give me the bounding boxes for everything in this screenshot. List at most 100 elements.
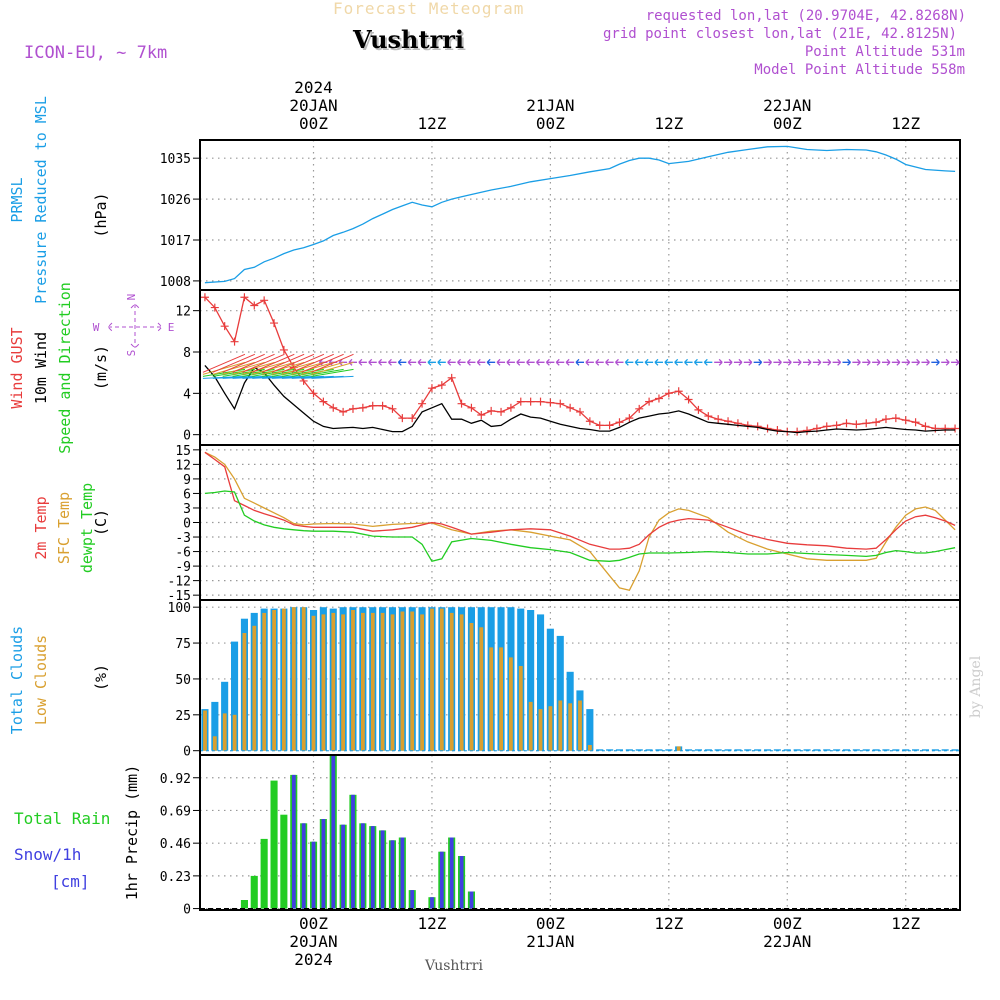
gust-marker [674,387,683,396]
bottom-time-label: 2024 [294,950,333,969]
gust-arrow [232,361,275,375]
footer-location: Vushtrri [425,958,483,974]
gust-marker [595,421,604,430]
y-tick-label: -15 [168,589,191,604]
wind-arrow [822,358,832,366]
y-tick-label: 0.46 [160,837,191,852]
bar [842,749,850,751]
y-tick-label: 0.69 [160,804,191,819]
bar [321,614,326,751]
bar [744,749,752,751]
gust-marker [625,414,634,423]
gust-arrow [271,353,315,373]
bar [291,607,296,751]
wind-arrow [881,358,891,366]
gust-marker [368,401,377,410]
gust-marker [418,399,427,408]
bar [951,749,959,751]
gust-arrow [271,361,315,375]
bar [272,610,276,751]
gust-marker [378,401,387,410]
bar [439,851,444,909]
gust-marker [497,407,506,416]
y-axis-label: (%) [92,664,110,691]
side-label: Total Rain [14,809,110,828]
bar [588,745,592,751]
wind-arrow [812,358,822,366]
bar [260,838,268,909]
gust-marker [536,397,545,406]
panel-precip: 0 0.23 0.46 0.69 0.92 1hr Precip (mm) Total Ra… [14,754,961,918]
gust-marker [881,415,890,424]
gust-marker [872,418,881,427]
bar [764,749,772,751]
bar [655,749,663,751]
top-time-label: 21JAN [526,96,574,115]
wind-arrow [901,358,911,366]
gust-marker [901,416,910,425]
bar [734,749,742,751]
bar [625,749,633,751]
gust-marker [704,412,713,421]
gust-marker [329,403,338,412]
y-tick-label: 0 [183,429,191,444]
gust-arrow [252,353,295,373]
y-tick-label: -9 [175,560,191,575]
bottom-time-label: 00Z [299,914,328,933]
y-tick-label: -3 [175,531,191,546]
gust-marker [842,419,851,428]
gust-marker [941,424,950,433]
gust-marker [694,405,703,414]
bar [635,749,643,751]
wind-arrow [832,358,842,366]
panel-frame [199,754,961,911]
gust-arrow [222,361,265,375]
wind-arrow [684,358,693,366]
bar [902,749,910,751]
y-tick-label: 1026 [160,193,191,208]
y-tick-label: 12 [175,458,191,473]
gust-marker [911,418,920,427]
bar [872,749,880,751]
top-time-label: 00Z [773,114,802,133]
bar [410,890,415,909]
wind-arrow [693,358,703,366]
gust-marker [437,381,446,390]
gust-marker [427,384,436,393]
gust-marker [605,421,614,430]
bar [301,823,306,909]
bottom-time-label: 12Z [417,914,446,933]
gust-marker [526,397,535,406]
side-label: Pressure Reduced to MSL [32,96,50,304]
bar [449,612,454,751]
bar [420,614,424,751]
wind-arrow [466,358,476,366]
y-tick-label: -6 [175,546,191,561]
wind-arrow [585,358,594,366]
gust-arrow [301,353,344,373]
bar [665,749,673,751]
bar [852,749,860,751]
wind-arrow [575,358,584,366]
wind-arrow [931,358,940,366]
gust-arrow [232,353,275,373]
bar [921,749,929,751]
gust-marker [852,420,861,429]
bar [606,749,614,751]
bar [459,856,464,909]
bar [469,623,474,751]
y-axis-label: (m/s) [92,345,110,390]
bar [754,749,762,751]
wind-arrow [941,358,950,366]
side-label: dewpt Temp [78,483,96,573]
y-tick-label: 0.92 [160,772,191,787]
y-tick-label: 100 [168,601,191,616]
bar [351,794,355,909]
wind-arrow [634,358,644,366]
gust-marker [556,399,565,408]
bar [882,749,890,751]
y-tick-label: 0.23 [160,870,191,885]
gust-marker [279,345,288,354]
gust-marker [546,398,555,407]
wind-arrow [624,358,634,366]
